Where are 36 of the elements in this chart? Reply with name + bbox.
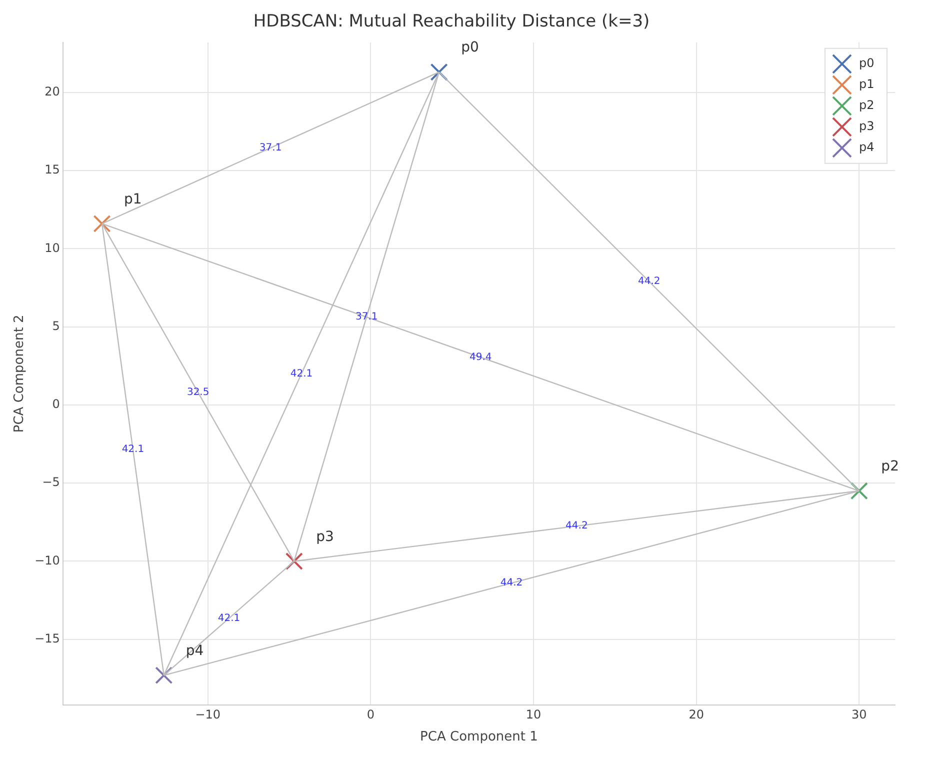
legend-label: p1 (859, 77, 874, 92)
annotation: 44.2 (500, 578, 523, 589)
text: p2 (881, 458, 899, 475)
x-tick-label: 20 (688, 707, 704, 722)
annotation: 37.1 (355, 311, 378, 322)
annotation: 44.2 (566, 520, 588, 532)
annotation: 42.1 (290, 368, 313, 380)
y-tick-label: −15 (34, 631, 60, 646)
y-tick-label: −10 (34, 553, 60, 568)
x-tick-label: 30 (852, 707, 867, 722)
y-tick-label: 5 (52, 318, 60, 333)
legend-label: p3 (859, 119, 874, 134)
text: p0 (461, 40, 479, 56)
annotation: 37.1 (259, 142, 282, 154)
legend-label: p2 (859, 98, 874, 112)
x-tick-label: 10 (526, 707, 542, 722)
y-tick-label: −5 (42, 475, 60, 490)
y-axis-title: PCA Component 2 (12, 314, 28, 433)
legend-label: p4 (859, 140, 874, 154)
y-tick-label: 10 (44, 240, 60, 255)
annotation: 49.4 (469, 352, 492, 363)
legend-label: p0 (859, 56, 874, 70)
x-tick-label: −10 (195, 707, 221, 722)
chart-title: HDBSCAN: Mutual Reachability Distance (k=3) (253, 12, 650, 32)
y-tick-label: 15 (44, 162, 60, 177)
text: p3 (316, 528, 334, 545)
annotation: 32.5 (186, 387, 210, 398)
text: p1 (124, 191, 142, 208)
x-tick-label: 0 (366, 707, 374, 722)
annotation: 42.1 (122, 444, 144, 456)
annotation: 44.2 (638, 276, 660, 288)
y-tick-label: 20 (44, 84, 60, 99)
annotation: 42.1 (218, 612, 240, 624)
y-tick-label: 0 (52, 397, 60, 412)
text: p4 (186, 642, 204, 659)
x-axis-title: PCA Component 1 (420, 730, 538, 745)
